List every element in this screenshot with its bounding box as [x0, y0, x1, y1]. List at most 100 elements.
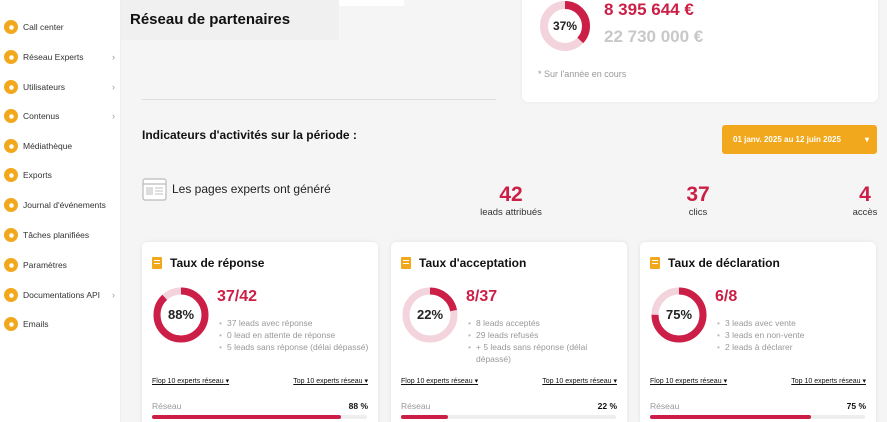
card-detail-list: 3 leads avec vente3 leads en non-vente2 … [717, 317, 867, 353]
network-label: Réseau [152, 401, 182, 411]
revenue-donut: 37% [540, 1, 590, 51]
image-icon [4, 139, 18, 153]
flop-10-link[interactable]: Flop 10 experts réseau ▾ [152, 377, 229, 385]
list-item: 29 leads refusés [468, 329, 618, 341]
sidebar-item-utilisateurs[interactable]: Utilisateurs › [0, 76, 121, 98]
sidebar-item-r-seau-experts[interactable]: Réseau Experts › [0, 46, 121, 68]
share-icon [4, 50, 18, 64]
page-title: Réseau de partenaires [130, 11, 291, 28]
journal-icon [4, 198, 18, 212]
sidebar-item-call-center[interactable]: Call center [0, 16, 121, 38]
stat-leads-label: leads attribués [480, 207, 542, 218]
sidebar-item-m-diath-que[interactable]: Médiathèque [0, 135, 121, 157]
card-detail-list: 37 leads avec réponse0 lead en attente d… [219, 317, 369, 353]
sidebar-item-contenus[interactable]: Contenus › [0, 105, 121, 127]
gears-icon [4, 258, 18, 272]
clipboard-icon [650, 257, 660, 269]
date-range-picker[interactable]: 01 janv. 2025 au 12 juin 2025 ▾ [722, 125, 877, 154]
chevron-down-icon: ▾ [364, 378, 368, 385]
sidebar-item-emails[interactable]: Emails [0, 313, 121, 335]
metric-card: Taux de déclaration 75% 6/8 3 leads avec ve… [640, 242, 876, 422]
sidebar-item-label: Contenus [23, 111, 60, 121]
top-10-label: Top 10 experts réseau [542, 378, 612, 385]
pages-generated-text: Les pages experts ont généré [172, 182, 331, 196]
date-range-label: 01 janv. 2025 au 12 juin 2025 [733, 135, 841, 144]
card-ratio: 37/42 [217, 288, 258, 305]
sidebar-item-label: Journal d'événements [23, 200, 106, 210]
top-10-link[interactable]: Top 10 experts réseau ▾ [791, 377, 866, 385]
sidebar-item-exports[interactable]: Exports [0, 164, 121, 186]
network-value: 88 % [348, 401, 368, 411]
stat-leads: 42 leads attribués [474, 183, 548, 218]
sidebar-item-label: Exports [23, 170, 52, 180]
mail-icon [4, 317, 18, 331]
card-donut: 75% [651, 287, 707, 343]
calendar-icon [4, 228, 18, 242]
network-progress-fill [650, 415, 812, 419]
clipboard-icon [152, 257, 162, 269]
revenue-card: 37% 8 395 644 € 22 730 000 € * Sur l'ann… [522, 0, 878, 102]
card-donut: 88% [153, 287, 209, 343]
top-10-link[interactable]: Top 10 experts réseau ▾ [293, 377, 368, 385]
metric-card: Taux d'acceptation 22% 8/37 8 leads accepté… [391, 242, 627, 422]
stat-access-label: accès [852, 207, 878, 218]
network-value: 75 % [846, 401, 866, 411]
list-item: 3 leads avec vente [717, 317, 867, 329]
card-title: Taux de réponse [170, 256, 265, 270]
list-item: 3 leads en non-vente [717, 329, 867, 341]
card-percent: 75% [666, 307, 692, 322]
metric-card: Taux de réponse 88% 37/42 37 leads avec rép… [142, 242, 378, 422]
page-title-card: Réseau de partenaires [121, 0, 339, 40]
chevron-right-icon: › [112, 52, 115, 62]
flop-10-link[interactable]: Flop 10 experts réseau ▾ [401, 377, 478, 385]
card-header: Taux d'acceptation [401, 256, 526, 270]
card-title: Taux d'acceptation [419, 256, 527, 270]
flop-10-label: Flop 10 experts réseau [152, 378, 224, 385]
list-item: + 5 leads sans réponse (délai dépassé) [468, 341, 618, 365]
sidebar-item-documentations-api[interactable]: Documentations API › [0, 284, 121, 306]
card-percent: 22% [417, 307, 443, 322]
list-item: 0 lead en attente de réponse [219, 329, 369, 341]
wrench-icon [4, 288, 18, 302]
card-donut: 22% [402, 287, 458, 343]
stat-leads-value: 42 [499, 183, 523, 206]
top-10-label: Top 10 experts réseau [293, 378, 363, 385]
list-item: 5 leads sans réponse (délai dépassé) [219, 341, 369, 353]
sidebar-item-label: Call center [23, 22, 64, 32]
sidebar-item-param-tres[interactable]: Paramètres [0, 254, 121, 276]
stat-clicks: 37 clics [668, 183, 728, 218]
card-header: Taux de déclaration [650, 256, 780, 270]
revenue-amount: 8 395 644 € [604, 0, 694, 19]
network-progress-fill [401, 415, 449, 419]
network-progress-bar [152, 415, 367, 419]
network-progress-bar [401, 415, 616, 419]
sidebar-item-t-ches-planifi-es[interactable]: Tâches planifiées [0, 224, 121, 246]
list-item: 37 leads avec réponse [219, 317, 369, 329]
clipboard-icon [401, 257, 411, 269]
network-label: Réseau [650, 401, 680, 411]
card-percent: 88% [168, 307, 194, 322]
top-10-link[interactable]: Top 10 experts réseau ▾ [542, 377, 617, 385]
card-ratio: 6/8 [715, 288, 738, 305]
content-icon [4, 109, 18, 123]
chevron-down-icon: ▾ [613, 378, 617, 385]
sidebar-item-label: Réseau Experts [23, 52, 84, 62]
chevron-right-icon: › [112, 82, 115, 92]
sidebar-item-label: Documentations API [23, 290, 101, 300]
revenue-note: * Sur l'année en cours [538, 69, 627, 79]
network-progress-fill [152, 415, 342, 419]
network-value: 22 % [597, 401, 617, 411]
sidebar-item-label: Emails [23, 319, 49, 329]
chevron-right-icon: › [112, 111, 115, 121]
stat-clicks-value: 37 [686, 183, 710, 206]
stat-access: 4 accès [845, 183, 885, 218]
users-icon [4, 80, 18, 94]
sidebar-item-journal-d-v-nements[interactable]: Journal d'événements [0, 194, 121, 216]
sidebar-item-label: Utilisateurs [23, 82, 66, 92]
sidebar-item-label: Paramètres [23, 260, 67, 270]
chevron-down-icon: ▾ [474, 378, 479, 385]
chevron-down-icon: ▾ [864, 135, 869, 144]
chevron-right-icon: › [112, 290, 115, 300]
sidebar-item-label: Médiathèque [23, 141, 73, 151]
flop-10-link[interactable]: Flop 10 experts réseau ▾ [650, 377, 727, 385]
